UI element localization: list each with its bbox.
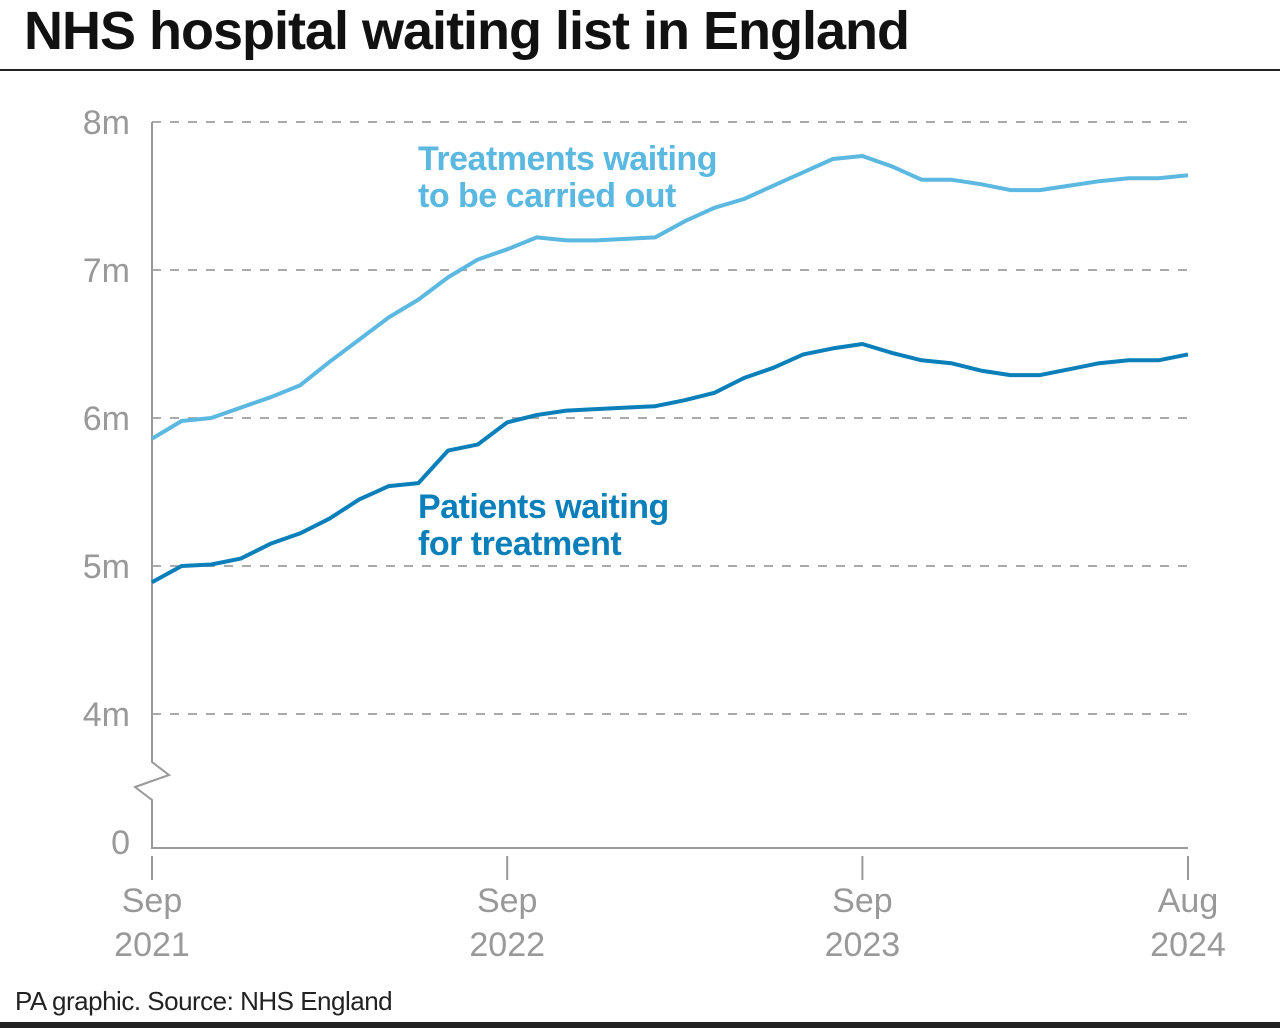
series-line-treatments <box>150 154 1189 441</box>
x-tick-label: Sep <box>122 882 183 920</box>
series-label: to be carried out <box>418 177 676 215</box>
y-tick-label: 5m <box>83 548 130 586</box>
series-label: Patients waiting <box>418 488 669 526</box>
y-tick-label: 8m <box>83 104 130 142</box>
x-tick-label: 2023 <box>825 926 901 964</box>
x-tick-label: 2022 <box>469 926 545 964</box>
line-chart: 8m 7m 6m 5m 4m 0 Sep 2021 Sep 2022 Sep 2023 Aug 2024… <box>83 104 1226 964</box>
x-tick-labels: Sep 2021 Sep 2022 Sep 2023 Aug 2024 <box>114 856 1226 964</box>
x-tick-label: Sep <box>832 882 893 920</box>
title-divider <box>0 69 1280 71</box>
series-label: for treatment <box>418 525 621 563</box>
y-tick-labels: 8m 7m 6m 5m 4m 0 <box>83 104 130 862</box>
y-tick-label: 4m <box>83 696 130 734</box>
series-label: Treatments waiting <box>418 140 717 178</box>
y-tick-label: 0 <box>111 824 130 862</box>
bottom-divider <box>0 1022 1280 1028</box>
y-axis-line <box>132 122 1188 849</box>
y-tick-label: 7m <box>83 252 130 290</box>
x-tick-label: 2021 <box>114 926 190 964</box>
page-title: NHS hospital waiting list in England <box>24 1 910 61</box>
x-tick-label: Sep <box>477 882 538 920</box>
series-lines <box>150 154 1189 585</box>
y-tick-label: 6m <box>83 400 130 438</box>
axes <box>132 122 1188 849</box>
x-tick-label: 2024 <box>1150 926 1226 964</box>
series-line-patients <box>151 342 1189 585</box>
source-credit: PA graphic. Source: NHS England <box>15 986 393 1016</box>
x-tick-label: Aug <box>1158 882 1219 920</box>
